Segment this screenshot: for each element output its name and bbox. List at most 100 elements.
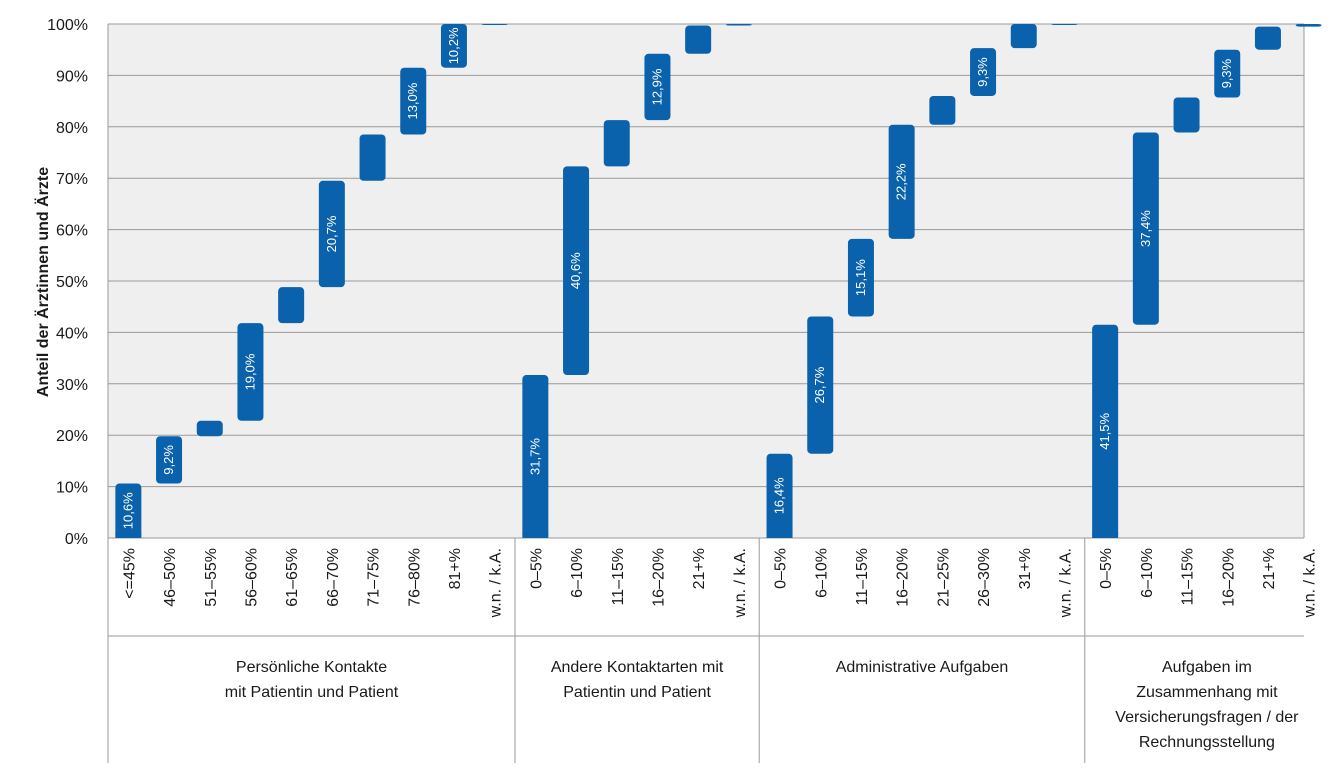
y-tick-label: 0%: [65, 531, 88, 548]
y-tick-label: 90%: [56, 68, 88, 85]
bar: [318, 180, 345, 288]
x-tick-label: 56–60%: [243, 548, 260, 607]
bar-baseline-cap: [522, 533, 549, 538]
bar: [522, 375, 549, 538]
data-label: 22,2%: [894, 163, 909, 200]
x-tick-label: 26–30%: [976, 548, 993, 607]
bar-baseline-cap: [766, 533, 793, 538]
group-label: Andere Kontaktarten mit: [551, 659, 724, 676]
y-tick-label: 30%: [56, 377, 88, 394]
y-axis: 0% 10% 20% 30% 40% 50% 60% 70% 80% 90% 100%: [47, 17, 88, 548]
data-label: 19,0%: [242, 353, 257, 390]
bar-baseline-cap: [1092, 533, 1119, 538]
bar-baseline-cap: [115, 533, 142, 538]
bar: [563, 166, 590, 376]
data-label: 37,4%: [1138, 210, 1153, 247]
bar: [1254, 26, 1281, 50]
y-tick-label: 100%: [47, 17, 88, 34]
bar: [156, 436, 183, 484]
bar: [888, 124, 915, 239]
data-label: 9,2%: [161, 445, 176, 475]
bar: [1132, 132, 1159, 325]
x-tick-label: 0–5%: [528, 548, 545, 589]
data-label: 40,6%: [568, 252, 583, 289]
data-label: 12,9%: [649, 68, 664, 105]
y-tick-label: 70%: [56, 171, 88, 188]
x-axis: <=45% 46–50% 51–55% 56–60% 61–65% 66–70% 71–75…: [107, 24, 1319, 763]
bar: [1010, 24, 1037, 49]
data-label: 26,7%: [812, 366, 827, 403]
bar: [1214, 49, 1241, 98]
data-label: 9,3%: [975, 57, 990, 87]
bar: [725, 24, 752, 26]
x-tick-label: 16–20%: [895, 548, 912, 607]
x-tick-label: w.n. / k.A.: [1057, 548, 1074, 618]
group-label: mit Patientin und Patient: [225, 684, 399, 701]
x-tick-label: 21+%: [1261, 548, 1278, 589]
x-tick-label: <=45%: [121, 548, 138, 599]
y-axis-label: Anteil der Ärztinnen und Ärzte: [34, 167, 52, 397]
gridlines: [108, 23, 1305, 539]
bar: [481, 24, 508, 25]
data-label: 15,1%: [853, 259, 868, 296]
x-tick-label: w.n. / k.A.: [488, 548, 505, 618]
x-tick-label: 76–80%: [406, 548, 423, 607]
x-tick-label: w.n. / k.A.: [732, 548, 749, 618]
bar: [603, 120, 630, 167]
x-tick-label: 0–5%: [1098, 548, 1115, 589]
group-labels: Persönliche Kontakte mit Patientin und Pa…: [225, 659, 1299, 751]
x-tick-label: 51–55%: [203, 548, 220, 607]
bar: [1295, 24, 1322, 27]
group-label: Rechnungsstellung: [1139, 734, 1275, 751]
data-label: 9,3%: [1219, 58, 1234, 88]
bar: [400, 67, 427, 135]
x-tick-label: 0–5%: [773, 548, 790, 589]
y-tick-label: 10%: [56, 480, 88, 497]
data-label: 41,5%: [1097, 412, 1112, 449]
bars: 10,6% 9,2% 19,0% 20,7% 13,0% 10,2% 31,7% 40,6% 1…: [115, 24, 1322, 538]
data-label: 31,7%: [527, 438, 542, 475]
group-label: Zusammenhang mit: [1136, 684, 1278, 701]
group-label: Versicherungsfragen / der: [1115, 709, 1299, 726]
x-tick-label: 71–75%: [366, 548, 383, 607]
bar: [1092, 324, 1119, 538]
x-tick-label: 66–70%: [325, 548, 342, 607]
x-tick-label: 81+%: [447, 548, 464, 589]
x-tick-label: 11–15%: [1180, 548, 1197, 606]
bar: [359, 134, 386, 181]
data-label: 16,4%: [772, 477, 787, 514]
bar: [847, 238, 874, 317]
bar: [807, 316, 834, 454]
x-tick-label: 11–15%: [854, 548, 871, 606]
group-label: Patientin und Patient: [563, 684, 711, 701]
y-tick-label: 50%: [56, 274, 88, 291]
data-label: 10,2%: [446, 27, 461, 64]
y-tick-label: 40%: [56, 325, 88, 342]
bar: [1173, 97, 1200, 133]
data-label: 13,0%: [405, 82, 420, 119]
x-tick-label: 61–65%: [284, 548, 301, 607]
x-tick-label: 46–50%: [162, 548, 179, 607]
bar: [196, 420, 223, 437]
bar: [237, 323, 264, 421]
x-tick-label: 6–10%: [1139, 548, 1156, 598]
bar: [115, 483, 142, 538]
bar: [644, 53, 671, 121]
group-label: Persönliche Kontakte: [236, 659, 387, 676]
y-tick-label: 80%: [56, 120, 88, 137]
bar: [685, 25, 712, 54]
y-tick-label: 20%: [56, 428, 88, 445]
x-tick-label: 6–10%: [569, 548, 586, 598]
x-tick-label: 16–20%: [650, 548, 667, 607]
y-tick-label: 60%: [56, 223, 88, 240]
bar: [970, 48, 997, 96]
x-tick-label: 31+%: [1017, 548, 1034, 589]
data-label: 10,6%: [120, 492, 135, 529]
x-tick-label: 21+%: [691, 548, 708, 589]
data-label: 20,7%: [324, 215, 339, 252]
bar: [929, 95, 956, 125]
x-tick-label: w.n. / k.A.: [1302, 548, 1319, 618]
group-label: Aufgaben im: [1162, 659, 1252, 676]
